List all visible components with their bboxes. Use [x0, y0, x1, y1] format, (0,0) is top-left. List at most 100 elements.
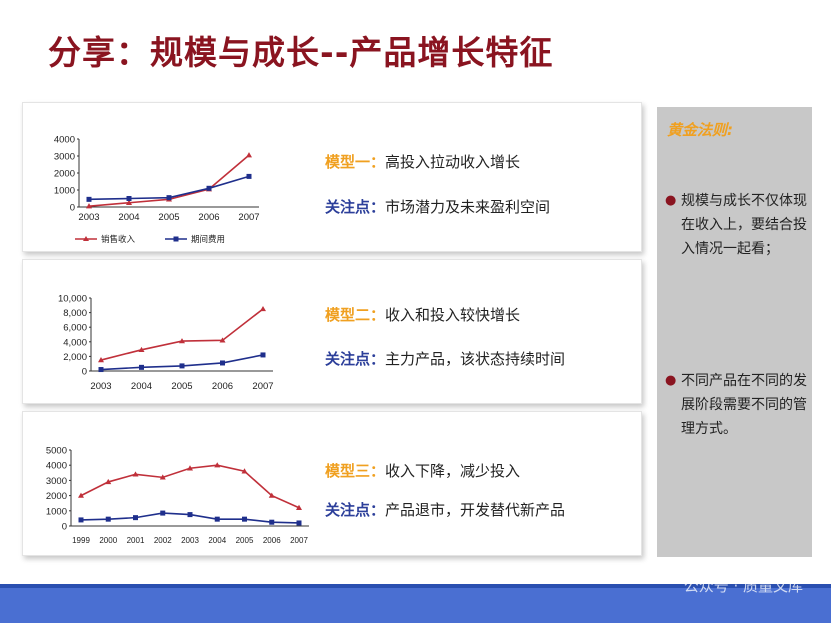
focus-2-label: 关注点： — [325, 350, 386, 368]
series-point-expense — [206, 185, 212, 191]
x-tick-label: 2005 — [158, 212, 179, 223]
series-point-expense — [220, 360, 225, 366]
x-tick-label: 2005 — [171, 381, 192, 392]
model-1-focus: 关注点：市场潜力及未来盈利空间 — [325, 196, 550, 217]
x-tick-label: 2004 — [131, 381, 152, 392]
y-tick-label: 4000 — [54, 135, 75, 146]
model-1-line: 模型一：高投入拉动收入增长 — [325, 151, 520, 172]
series-point-expense — [78, 517, 84, 523]
y-tick-label: 2000 — [54, 169, 75, 180]
golden-rules-sidebar: 黄金法则: ● 规模与成长不仅体现在收入上，要结合投入情况一起看； ● 不同产品… — [657, 107, 812, 557]
y-tick-label: 0 — [70, 203, 75, 214]
series-point-revenue — [138, 346, 145, 353]
legend-marker — [173, 236, 179, 242]
page-title: 分享：规模与成长--产品增长特征 — [48, 33, 554, 72]
x-tick-label: 2001 — [127, 536, 145, 545]
y-tick-label: 10,000 — [58, 294, 87, 305]
chart-3: 0 1000 2000 3000 4000 5000 1999 2000 2001 2002 200… — [46, 446, 309, 545]
series-point-expense — [187, 512, 193, 518]
series-point-revenue — [98, 357, 104, 363]
series-point-expense — [98, 367, 104, 373]
model-2-label: 模型二： — [325, 306, 386, 324]
series-point-revenue — [132, 471, 139, 477]
series-point-revenue — [126, 199, 132, 205]
model-3-label: 模型三： — [325, 462, 386, 480]
model-panel-1: 0 1000 2000 3000 4000 2003 2004 2005 2006 2007 销售收… — [22, 102, 642, 252]
x-tick-label: 2003 — [181, 536, 199, 545]
x-tick-label: 2007 — [290, 536, 308, 545]
series-point-expense — [269, 519, 275, 525]
bullet-dot-icon: ● — [665, 373, 677, 388]
series-point-revenue — [105, 478, 112, 485]
series-point-expense — [105, 516, 111, 522]
x-tick-label: 2006 — [198, 212, 219, 223]
series-point-expense — [260, 352, 266, 358]
y-tick-label: 0 — [62, 522, 67, 533]
series-point-revenue — [296, 504, 302, 510]
footer-bar — [0, 588, 831, 623]
x-tick-label: 2004 — [118, 212, 139, 223]
series-point-expense — [179, 363, 185, 369]
model-2-focus: 关注点：主力产品，该状态持续时间 — [325, 348, 565, 369]
sidebar-title: 黄金法则: — [667, 121, 733, 139]
y-tick-label: 3000 — [46, 476, 67, 487]
model-1-label: 模型一： — [325, 153, 386, 171]
y-tick-label: 6,000 — [63, 323, 87, 334]
focus-3-label: 关注点： — [325, 501, 386, 519]
legend-label: 销售收入 — [101, 234, 136, 245]
watermark: 公众号 · 质量文库 — [683, 577, 803, 595]
series-point-revenue — [219, 337, 226, 343]
y-tick-label: 3000 — [54, 152, 75, 163]
x-tick-label: 2005 — [236, 536, 254, 545]
series-line-1 — [100, 308, 264, 361]
model-3-line: 模型三：收入下降，减少投入 — [325, 460, 520, 481]
series-point-revenue — [241, 468, 248, 474]
model-3-text: 收入下降，减少投入 — [385, 462, 521, 480]
chart-1: 0 1000 2000 3000 4000 2003 2004 2005 2006 2007 销售收… — [54, 135, 260, 246]
model-panel-2: 0 2,000 4,000 6,000 8,000 10,000 2003 2004 2005 2… — [22, 259, 642, 404]
focus-3-text: 产品退市，开发替代新产品 — [385, 501, 566, 519]
series-point-expense — [139, 364, 144, 370]
sidebar-bullet-text: 规模与成长不仅体现在收入上，要结合投入情况一起看； — [681, 193, 807, 257]
series-point-revenue — [214, 462, 221, 468]
x-tick-label: 2003 — [90, 381, 111, 392]
series-point-expense — [133, 515, 138, 521]
y-tick-label: 2,000 — [63, 352, 87, 363]
y-tick-label: 5000 — [46, 446, 67, 457]
series-point-expense — [166, 195, 172, 201]
y-tick-label: 1000 — [54, 186, 75, 197]
x-tick-label: 2006 — [263, 536, 281, 545]
series-point-expense — [214, 516, 220, 522]
series-line-1 — [80, 464, 300, 509]
model-3-focus: 关注点：产品退市，开发替代新产品 — [325, 499, 565, 520]
x-tick-label: 1999 — [72, 536, 90, 545]
sidebar-bullet-text: 不同产品在不同的发展阶段需要不同的管理方式。 — [681, 373, 807, 437]
model-2-line: 模型二：收入和投入较快增长 — [325, 304, 520, 325]
series-point-expense — [242, 516, 247, 522]
series-point-revenue — [260, 305, 266, 312]
focus-2-text: 主力产品，该状态持续时间 — [385, 350, 566, 368]
y-tick-label: 4000 — [46, 461, 67, 472]
x-tick-label: 2007 — [238, 212, 259, 223]
x-tick-label: 2006 — [212, 381, 233, 392]
series-point-revenue — [86, 203, 92, 209]
model-1-text: 高投入拉动收入增长 — [385, 153, 521, 171]
series-point-revenue — [187, 465, 193, 471]
x-tick-label: 2003 — [78, 212, 99, 223]
y-tick-label: 4,000 — [63, 337, 87, 348]
series-point-expense — [160, 510, 166, 516]
series-point-expense — [296, 520, 302, 526]
series-point-expense — [126, 196, 132, 201]
series-point-revenue — [268, 492, 275, 498]
series-point-expense — [246, 173, 252, 179]
series-point-expense — [86, 196, 92, 202]
x-tick-label: 2000 — [99, 536, 117, 545]
focus-1-label: 关注点： — [325, 198, 386, 216]
series-point-revenue — [246, 152, 252, 158]
y-tick-label: 8,000 — [63, 308, 87, 319]
footer-line — [0, 584, 831, 588]
series-point-revenue — [179, 338, 185, 344]
bullet-dot-icon: ● — [665, 193, 677, 208]
series-point-revenue — [78, 492, 84, 498]
legend-label: 期间费用 — [191, 234, 225, 245]
